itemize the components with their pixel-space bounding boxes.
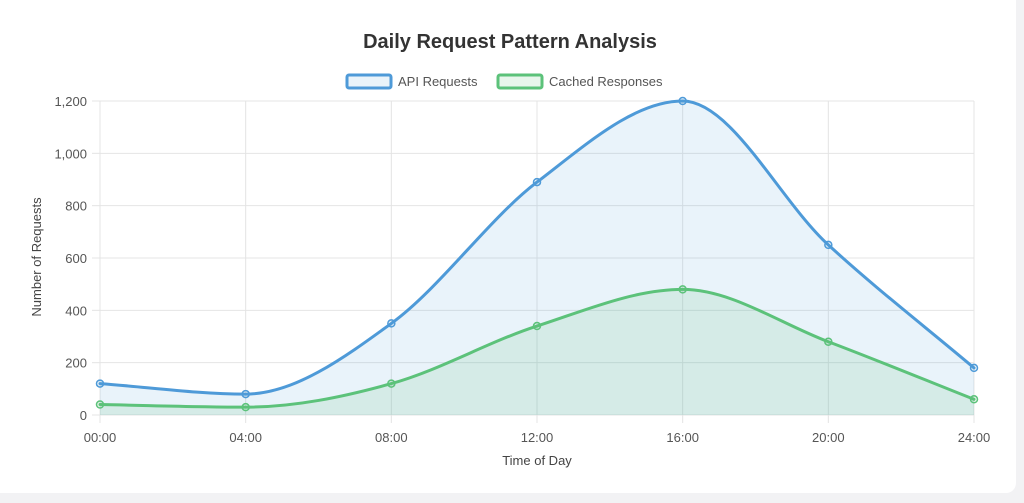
x-tick-label: 24:00 xyxy=(958,430,991,445)
chart-legend: API Requests Cached Responses xyxy=(345,73,663,90)
chart-svg: Daily Request Pattern Analysis API Reque… xyxy=(29,31,991,468)
point-api-requests-1[interactable] xyxy=(241,389,250,399)
point-api-requests-4[interactable] xyxy=(678,96,687,106)
point-cached-responses-4[interactable] xyxy=(678,285,687,294)
y-axis-title: Number of Requests xyxy=(29,197,44,317)
y-tick-label: 400 xyxy=(65,303,87,318)
series-lines xyxy=(98,99,976,409)
point-api-requests-2[interactable] xyxy=(387,319,396,328)
y-axis-ticks: 0 200 400 600 800 1,000 1,200 xyxy=(54,94,100,423)
point-cached-responses-5[interactable] xyxy=(824,337,833,346)
x-tick-label: 00:00 xyxy=(84,430,117,445)
legend-swatch-api-requests xyxy=(345,73,393,90)
x-axis-title: Time of Day xyxy=(502,453,572,468)
area-api-requests xyxy=(100,101,974,415)
legend-item-api-requests[interactable]: API Requests xyxy=(345,73,478,90)
point-api-requests-0[interactable] xyxy=(95,379,105,388)
x-tick-label: 16:00 xyxy=(666,430,699,445)
legend-swatch-cached-responses xyxy=(496,73,544,90)
legend-label-api-requests: API Requests xyxy=(398,74,478,89)
legend-item-cached-responses[interactable]: Cached Responses xyxy=(496,73,663,90)
point-api-requests-6[interactable] xyxy=(969,363,979,373)
point-cached-responses-6[interactable] xyxy=(969,395,979,404)
grid-lines xyxy=(99,100,975,416)
area-cached-responses xyxy=(100,289,974,415)
point-cached-responses-1[interactable] xyxy=(241,402,250,412)
x-tick-label: 08:00 xyxy=(375,430,408,445)
y-tick-label: 1,000 xyxy=(54,146,87,161)
line-cached-responses xyxy=(98,287,976,409)
chart-title: Daily Request Pattern Analysis xyxy=(363,31,657,53)
point-cached-responses-2[interactable] xyxy=(387,379,396,388)
x-axis-ticks: 00:00 04:00 08:00 12:00 16:00 20:00 24:00 xyxy=(84,415,991,445)
chart-card: Daily Request Pattern Analysis API Reque… xyxy=(0,0,1016,493)
point-api-requests-3[interactable] xyxy=(532,177,542,187)
y-tick-label: 200 xyxy=(65,356,87,371)
y-tick-label: 800 xyxy=(65,199,87,214)
x-tick-label: 20:00 xyxy=(812,430,845,445)
legend-label-cached-responses: Cached Responses xyxy=(549,74,663,89)
point-cached-responses-0[interactable] xyxy=(95,400,105,409)
point-cached-responses-3[interactable] xyxy=(532,321,542,331)
series-areas xyxy=(100,101,974,415)
point-api-requests-5[interactable] xyxy=(824,240,833,250)
y-tick-label: 0 xyxy=(80,408,87,423)
y-tick-label: 1,200 xyxy=(54,94,87,109)
series-points xyxy=(95,96,979,412)
x-tick-label: 04:00 xyxy=(229,430,262,445)
x-tick-label: 12:00 xyxy=(521,430,554,445)
line-api-requests xyxy=(98,99,976,396)
y-tick-label: 600 xyxy=(65,251,87,266)
